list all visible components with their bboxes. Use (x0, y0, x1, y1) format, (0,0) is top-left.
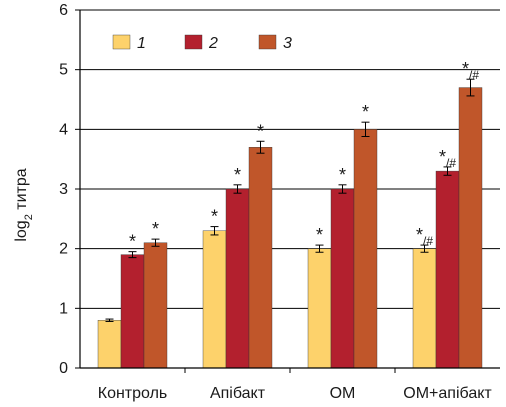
y-tick-label: 0 (59, 360, 68, 377)
significance-mark: * (211, 207, 218, 227)
y-axis-label-subscript: 2 (23, 214, 35, 220)
significance-mark: * (362, 102, 369, 122)
bar-2 (435, 170, 460, 369)
bar-3 (353, 129, 378, 369)
y-axis-label-prefix: log (13, 220, 30, 241)
legend-swatch-2 (184, 34, 203, 50)
bar-2 (225, 188, 250, 369)
legend: 1 2 3 (112, 34, 292, 52)
y-axis-label: log2 титра (13, 168, 35, 241)
bar-2 (330, 188, 355, 369)
significance-mark: * (316, 225, 323, 245)
bar-3 (248, 147, 273, 369)
legend-swatch-1 (112, 34, 131, 50)
axes: 0 1 2 3 4 5 6 Контроль Апібакт ОМ ОМ+апібакт (59, 2, 500, 402)
bar-3 (143, 242, 168, 369)
legend-swatch-3 (258, 34, 277, 50)
y-tick-label: 5 (59, 62, 68, 79)
legend-label-1: 1 (137, 35, 146, 52)
bar-1 (412, 248, 437, 369)
x-tick-label: Апібакт (210, 385, 266, 402)
bar-1 (307, 248, 332, 369)
significance-mark: * (339, 165, 346, 185)
bar-1 (202, 230, 227, 369)
y-tick-label: 1 (59, 300, 68, 317)
bar-1 (97, 320, 122, 369)
x-tick-label: ОМ (330, 385, 356, 402)
y-axis-title: log2 титра (13, 168, 35, 241)
bar-3 (458, 87, 483, 369)
significance-mark: */# (439, 147, 456, 170)
significance-mark: * (234, 165, 241, 185)
y-tick-label: 3 (59, 181, 68, 198)
significance-mark: * (129, 232, 136, 252)
significance-mark: */# (462, 59, 479, 82)
y-tick-label: 4 (59, 121, 68, 138)
x-tick-label: Контроль (98, 385, 168, 402)
significance-mark: * (152, 219, 159, 239)
legend-label-3: 3 (283, 35, 292, 52)
significance-mark: */# (416, 225, 433, 248)
bars: * * * * * * * * */# */# */# (97, 59, 483, 369)
legend-label-2: 2 (208, 35, 218, 52)
bar-2 (120, 254, 145, 369)
y-tick-label: 2 (59, 241, 68, 258)
significance-mark: * (257, 121, 264, 141)
x-tick-label: ОМ+апібакт (403, 385, 492, 402)
y-tick-label: 6 (59, 2, 68, 19)
y-axis-label-suffix: титра (13, 168, 30, 214)
